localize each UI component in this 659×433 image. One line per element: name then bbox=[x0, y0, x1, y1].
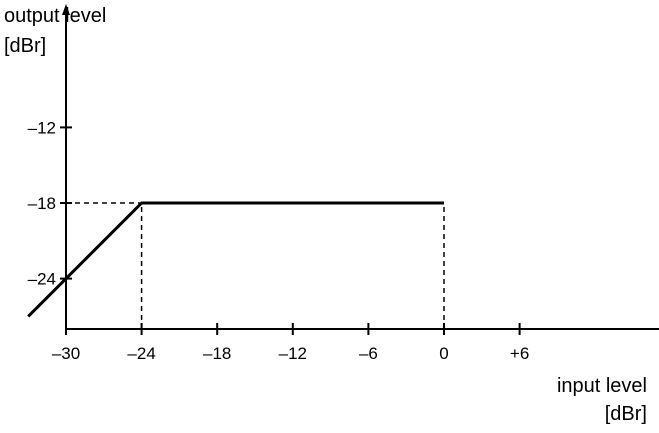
axes bbox=[62, 4, 659, 330]
x-ticks: –30 –24 –18 –12 –6 0 +6 bbox=[52, 323, 529, 363]
y-axis-arrow bbox=[62, 4, 70, 15]
dashed-guides bbox=[66, 202, 445, 329]
x-tick-label: –24 bbox=[127, 344, 155, 363]
y-tick-label: –18 bbox=[28, 194, 56, 213]
x-axis-title-line-1: input level bbox=[557, 375, 647, 397]
y-axis-title-line-1: output level bbox=[4, 5, 106, 27]
x-tick-label: –18 bbox=[203, 344, 231, 363]
x-tick-label: 0 bbox=[439, 344, 448, 363]
x-axis-title-line-2: [dBr] bbox=[605, 403, 647, 425]
series-line bbox=[27, 201, 444, 318]
y-tick-label: –24 bbox=[28, 270, 56, 289]
y-ticks: –12 –18 –24 bbox=[28, 118, 72, 289]
x-axis-title: input level [dBr] bbox=[557, 375, 647, 425]
x-tick-label: +6 bbox=[510, 344, 529, 363]
x-tick-label: –12 bbox=[279, 344, 307, 363]
x-tick-label: –30 bbox=[52, 344, 80, 363]
y-axis-title: output level [dBr] bbox=[4, 5, 106, 57]
series-layer bbox=[27, 201, 444, 318]
y-axis-title-line-2: [dBr] bbox=[4, 35, 46, 57]
y-tick-label: –12 bbox=[28, 118, 56, 137]
x-tick-label: –6 bbox=[359, 344, 378, 363]
